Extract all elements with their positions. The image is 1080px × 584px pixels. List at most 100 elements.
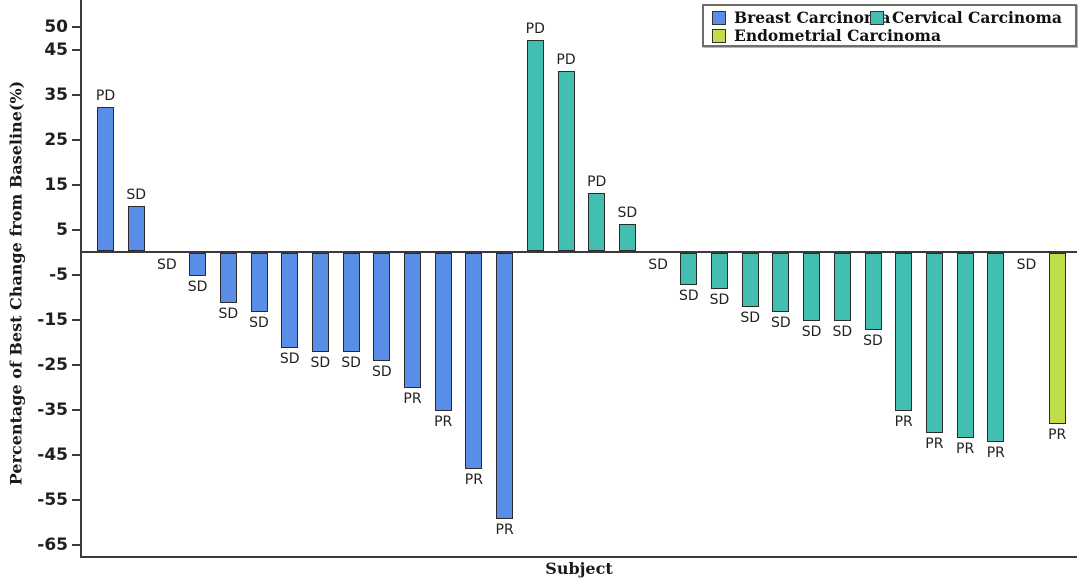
y-axis-title: Percentage of Best Change from Baseline(… [6,80,26,486]
response-label: PR [894,413,913,430]
y-tick-label: -15 [37,309,68,330]
x-axis-title: Subject [545,559,613,578]
subject-bar [127,206,145,251]
legend-item-breast: Breast Carcinoma [712,9,890,27]
subject-bar [895,253,913,411]
y-tick-label: -5 [49,264,68,285]
subject-bar [864,253,882,330]
subject-bar [588,192,606,251]
subject-bar [987,253,1005,442]
y-tick-mark [72,363,81,366]
subject-bar [1048,253,1066,424]
response-label: SD [310,355,331,371]
y-tick-label: -35 [37,399,68,420]
subject-bar [219,253,237,303]
y-tick-mark [72,498,81,501]
response-label: SD [617,205,638,221]
response-label: PD [587,173,607,190]
legend-label: Cervical Carcinoma [892,8,1062,27]
response-label: PR [495,521,514,538]
subject-bar [557,71,575,251]
y-tick-mark [72,26,81,28]
legend: Breast Carcinoma Cervical Carcinoma Endo… [702,4,1077,47]
response-label: SD [709,292,730,308]
response-label: PR [986,445,1005,461]
response-label: SD [1016,257,1037,273]
y-tick-label: -55 [37,489,68,510]
response-label: PR [403,391,422,407]
y-tick-mark [72,183,81,186]
response-label: SD [218,305,239,322]
y-tick-label: -65 [37,534,68,555]
legend-item-cervical: Cervical Carcinoma [870,9,1062,27]
y-tick-mark [72,228,81,231]
response-label: PR [464,472,483,488]
endometrial-swatch-icon [712,29,726,43]
response-label: SD [371,364,392,380]
response-label: SD [279,350,300,367]
y-tick-mark [72,273,81,276]
subject-bar [434,253,452,411]
y-tick-mark [72,93,81,96]
subject-bar [342,253,360,352]
zero-baseline [80,251,1077,253]
subject-bar [680,253,698,285]
y-tick-label: -25 [37,354,68,375]
y-tick-mark [72,408,81,411]
subject-bar [250,253,268,312]
subject-bar [404,253,421,388]
subject-bar [281,253,299,348]
legend-item-endometrial: Endometrial Carcinoma [712,27,941,45]
y-tick-label: 15 [44,174,68,195]
response-label: PR [925,436,944,452]
response-label: PR [434,413,453,430]
response-label: SD [157,257,177,273]
subject-bar [189,253,207,276]
response-label: SD [863,332,883,349]
subject-bar [772,253,790,312]
subject-bar [803,253,821,321]
y-tick-mark [72,453,81,456]
y-tick-label: 25 [44,129,68,150]
y-tick-label: -45 [37,444,68,465]
response-label: SD [832,323,853,340]
y-tick-mark [72,543,81,546]
subject-bar [311,253,329,352]
y-axis-line [80,0,82,558]
subject-bar [956,253,974,438]
subject-bar [97,107,114,251]
y-tick-label: 50 [44,17,68,37]
response-label: SD [801,323,822,340]
subject-bar [833,253,851,321]
response-label: SD [341,355,361,371]
y-tick-mark [72,318,81,321]
y-tick-label: 45 [44,39,68,60]
response-label: SD [678,287,699,304]
response-label: SD [648,257,668,273]
subject-bar [618,224,636,251]
response-label: PD [556,52,576,68]
breast-swatch-icon [712,11,726,25]
response-label: SD [740,310,761,326]
x-axis-line [80,556,1077,558]
y-tick-label: 35 [44,84,68,105]
subject-bar [465,253,483,469]
subject-bar [526,39,544,251]
y-tick-label: 5 [56,219,68,240]
subject-bar [925,253,943,433]
response-label: SD [771,314,791,331]
subject-bar [373,253,391,361]
response-label: SD [126,187,147,203]
response-label: SD [187,278,208,295]
y-tick-mark [72,138,81,141]
legend-label: Breast Carcinoma [734,8,891,27]
subject-bar [496,253,514,519]
response-label: PD [525,20,545,37]
subject-bar [741,253,759,307]
response-label: PR [1048,427,1067,443]
cervical-swatch-icon [870,11,884,25]
response-label: PD [95,88,116,104]
legend-label: Endometrial Carcinoma [734,26,941,45]
response-label: PR [956,440,975,457]
